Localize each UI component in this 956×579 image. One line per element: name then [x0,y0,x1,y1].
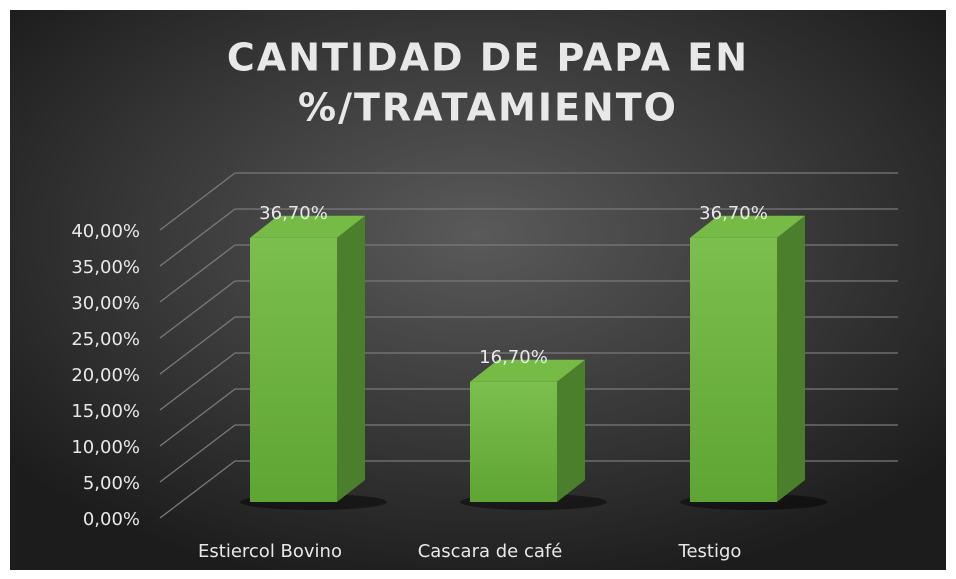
bar-side [557,359,585,502]
bar-side [777,215,805,502]
bar-top [690,215,805,238]
x-tick-label: Testigo [678,541,742,562]
y-tick-label: 20,00% [71,365,140,386]
y-tick-label: 30,00% [71,293,140,314]
data-label: 36,70% [259,203,328,224]
y-tick-label: 5,00% [83,473,140,494]
bar [690,237,777,502]
y-tick-label: 25,00% [71,329,140,350]
grid-line [159,460,236,519]
bar [250,237,337,502]
grid-line [159,316,236,375]
grid-line [159,424,236,483]
y-tick-label: 40,00% [71,221,140,242]
chart-title: %/TRATAMIENTO [298,86,678,130]
y-tick-label: 10,00% [71,437,140,458]
y-tick-label: 15,00% [71,401,140,422]
x-tick-label: Estiercol Bovino [198,541,342,562]
chart-title: CANTIDAD DE PAPA EN [227,36,749,80]
grid-line [159,280,236,339]
bar-side [337,215,365,502]
grid-line [159,208,236,267]
data-label: 36,70% [699,203,768,224]
grid-line [159,172,236,231]
y-tick-label: 0,00% [83,509,140,530]
grid-line [159,388,236,447]
grid-line [159,352,236,411]
x-tick-label: Cascara de café [418,541,563,562]
bar [470,381,557,502]
y-tick-label: 35,00% [71,257,140,278]
bar-top [470,359,585,382]
data-label: 16,70% [479,347,548,368]
bar-top [250,215,365,238]
grid-line [159,244,236,303]
